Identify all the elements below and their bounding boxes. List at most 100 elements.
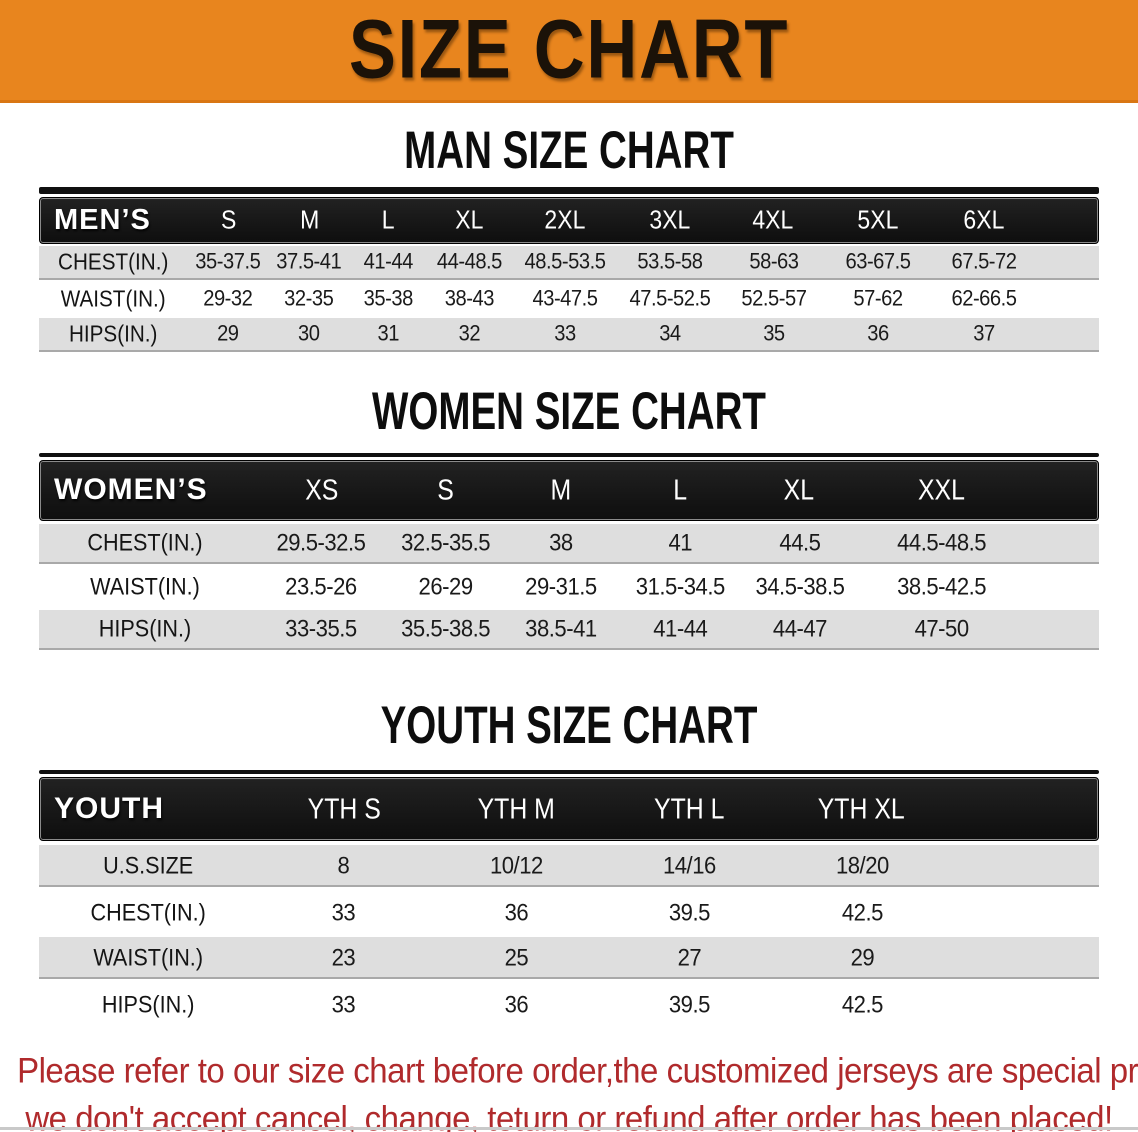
table-top-rule	[39, 452, 1099, 457]
table-row-ussize: U.S.SIZE 8 10/12 14/16 18/20	[39, 845, 1099, 888]
cell: 33	[553, 321, 576, 346]
men-size-table: MEN’S S M L XL 2XL 3XL 4XL 5XL 6XL CHEST…	[39, 187, 1099, 353]
cell: 48.5-53.5	[524, 249, 606, 274]
men-size-col: S	[221, 205, 237, 236]
cell: 36	[504, 989, 529, 1018]
row-label: WAIST(IN.)	[93, 942, 204, 971]
cell: 41-44	[653, 614, 708, 642]
women-table-header-row: WOMEN’S XS S M L XL XXL	[39, 459, 1099, 521]
table-row-hips: HIPS(IN.) 33-35.5 35.5-38.5 38.5-41 41-4…	[39, 609, 1099, 650]
cell: 35-38	[363, 286, 413, 311]
youth-size-col: YTH XL	[818, 792, 906, 825]
row-label: WAIST(IN.)	[90, 572, 200, 600]
cell: 29.5-32.5	[276, 528, 366, 556]
table-row-hips: HIPS(IN.) 33 36 39.5 42.5	[39, 983, 1099, 1026]
women-corner-label: WOMEN’S	[54, 473, 208, 507]
cell: 32-35	[284, 286, 334, 311]
table-row-chest: CHEST(IN.) 35-37.5 37.5-41 41-44 44-48.5…	[39, 246, 1099, 281]
youth-size-col: YTH S	[307, 792, 381, 825]
men-size-col: 5XL	[857, 205, 899, 236]
cell: 33-35.5	[285, 614, 357, 642]
women-size-table: WOMEN’S XS S M L XL XXL CHEST(IN.) 29.5-…	[39, 452, 1099, 650]
men-section-heading: MAN SIZE CHART	[404, 119, 734, 180]
youth-section-heading: YOUTH SIZE CHART	[380, 694, 758, 754]
cell: 47-50	[915, 614, 970, 642]
table-row-waist: WAIST(IN.) 29-32 32-35 35-38 38-43 43-47…	[39, 282, 1099, 317]
cell: 57-62	[853, 286, 904, 311]
table-top-rule	[39, 187, 1099, 195]
cell: 10/12	[490, 850, 543, 879]
cell: 53.5-58	[637, 249, 703, 274]
cell: 37.5-41	[276, 249, 342, 274]
page-title: SIZE CHART	[348, 3, 790, 96]
cell: 41-44	[363, 249, 413, 274]
youth-size-col: YTH L	[653, 792, 725, 825]
cell: 34.5-38.5	[755, 572, 845, 600]
cell: 23	[331, 942, 356, 971]
cell: 58-63	[748, 249, 799, 274]
cell: 32	[458, 321, 481, 346]
row-label: WAIST(IN.)	[60, 285, 166, 312]
cell: 38	[549, 528, 573, 556]
cell: 23.5-26	[285, 572, 357, 600]
cell: 8	[337, 850, 350, 879]
cell: 39.5	[668, 897, 711, 926]
cell: 62-66.5	[951, 286, 1018, 311]
row-label: HIPS(IN.)	[98, 614, 192, 642]
disclaimer-line-2: we don't accept cancel, change, teturn o…	[25, 1099, 1113, 1132]
row-label: HIPS(IN.)	[101, 989, 195, 1018]
men-size-col: XL	[455, 205, 484, 236]
men-size-col: 2XL	[544, 205, 586, 236]
women-size-col: XXL	[917, 473, 965, 506]
table-row-waist: WAIST(IN.) 23.5-26 26-29 29-31.5 31.5-34…	[39, 566, 1099, 607]
cell: 34	[658, 321, 681, 346]
cell: 67.5-72	[951, 249, 1018, 274]
cell: 29-31.5	[525, 572, 597, 600]
women-section-heading: WOMEN SIZE CHART	[372, 381, 766, 441]
men-size-col: 3XL	[648, 205, 690, 236]
row-label: CHEST(IN.)	[90, 897, 206, 926]
disclaimer-text: Please refer to our size chart before or…	[17, 1047, 1138, 1132]
cell: 39.5	[668, 989, 711, 1018]
women-size-col: M	[550, 473, 572, 506]
cell: 27	[677, 942, 702, 971]
cell: 29	[217, 321, 239, 346]
table-row-chest: CHEST(IN.) 33 36 39.5 42.5	[39, 891, 1099, 934]
cell: 38.5-41	[525, 614, 597, 642]
cell: 38.5-42.5	[897, 572, 987, 600]
row-label: U.S.SIZE	[103, 850, 194, 879]
cell: 33	[331, 897, 356, 926]
youth-size-table: YOUTH YTH S YTH M YTH L YTH XL U.S.SIZE …	[39, 770, 1099, 1026]
cell: 33	[331, 989, 356, 1018]
cell: 44.5-48.5	[897, 528, 987, 556]
cell: 44.5	[778, 528, 821, 556]
cell: 47.5-52.5	[629, 286, 711, 311]
cell: 14/16	[662, 850, 716, 879]
cell: 31.5-34.5	[635, 572, 725, 600]
table-row-waist: WAIST(IN.) 23 25 27 29	[39, 937, 1099, 980]
row-label: CHEST(IN.)	[87, 528, 203, 556]
cell: 29-32	[203, 286, 254, 311]
table-row-chest: CHEST(IN.) 29.5-32.5 32.5-35.5 38 41 44.…	[39, 523, 1099, 564]
women-size-col: XL	[783, 473, 815, 506]
cell: 29	[850, 942, 874, 971]
men-size-col: 6XL	[963, 205, 1005, 236]
men-table-header-row: MEN’S S M L XL 2XL 3XL 4XL 5XL 6XL	[39, 197, 1099, 245]
table-top-rule	[39, 770, 1099, 775]
cell: 25	[504, 942, 529, 971]
cell: 26-29	[418, 572, 473, 600]
youth-corner-label: YOUTH	[54, 792, 164, 826]
cell: 35.5-38.5	[400, 614, 490, 642]
cell: 63-67.5	[845, 249, 912, 274]
men-corner-label: MEN’S	[54, 204, 151, 237]
cell: 30	[298, 321, 320, 346]
men-size-col: M	[299, 205, 319, 236]
bottom-divider	[0, 1127, 1138, 1130]
women-size-col: XS	[304, 473, 338, 506]
cell: 42.5	[841, 989, 884, 1018]
table-row-hips: HIPS(IN.) 29 30 31 32 33 34 35 36 37	[39, 318, 1099, 353]
cell: 37	[973, 321, 996, 346]
cell: 36	[504, 897, 529, 926]
cell: 32.5-35.5	[400, 528, 490, 556]
